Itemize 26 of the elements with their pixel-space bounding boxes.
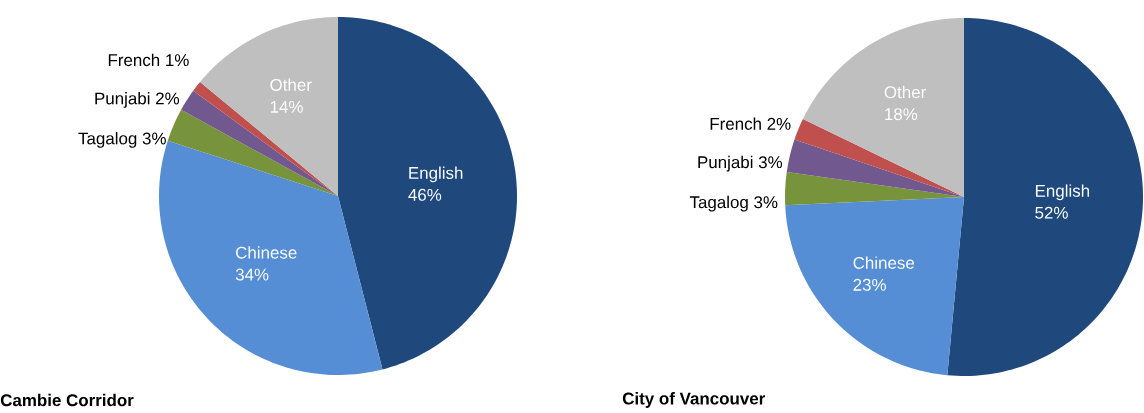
slice-label: Tagalog: [689, 195, 748, 212]
data-label: 3%: [754, 196, 778, 209]
slice-label: Chinese: [853, 256, 915, 269]
data-label: 3%: [758, 156, 783, 169]
slice-label: Other: [270, 78, 312, 91]
text: Cambie Corridor: [0, 393, 134, 407]
data-label: 1%: [166, 54, 189, 67]
slice-label: Tagalog: [78, 132, 137, 148]
data-label: 3%: [142, 132, 166, 145]
data-label: 2%: [767, 117, 791, 130]
slice-label: Punjabi: [698, 155, 753, 172]
data-label: 34%: [235, 268, 269, 281]
slice-label: French: [710, 117, 761, 130]
slice-label: English: [409, 166, 463, 183]
data-label: 52%: [1035, 206, 1068, 219]
data-label: 14%: [270, 100, 303, 113]
text: City of Vancouver: [622, 392, 766, 408]
slice-label: Punjabi: [95, 92, 150, 108]
data-label: 23%: [853, 278, 886, 291]
slice-label: Other: [884, 85, 926, 99]
slice-label: French: [108, 53, 160, 67]
data-label: 18%: [885, 108, 918, 121]
slice-label: Chinese: [236, 246, 297, 259]
data-label: 46%: [408, 188, 442, 201]
slice-label: English: [1035, 184, 1090, 201]
data-label: 2%: [156, 92, 180, 105]
